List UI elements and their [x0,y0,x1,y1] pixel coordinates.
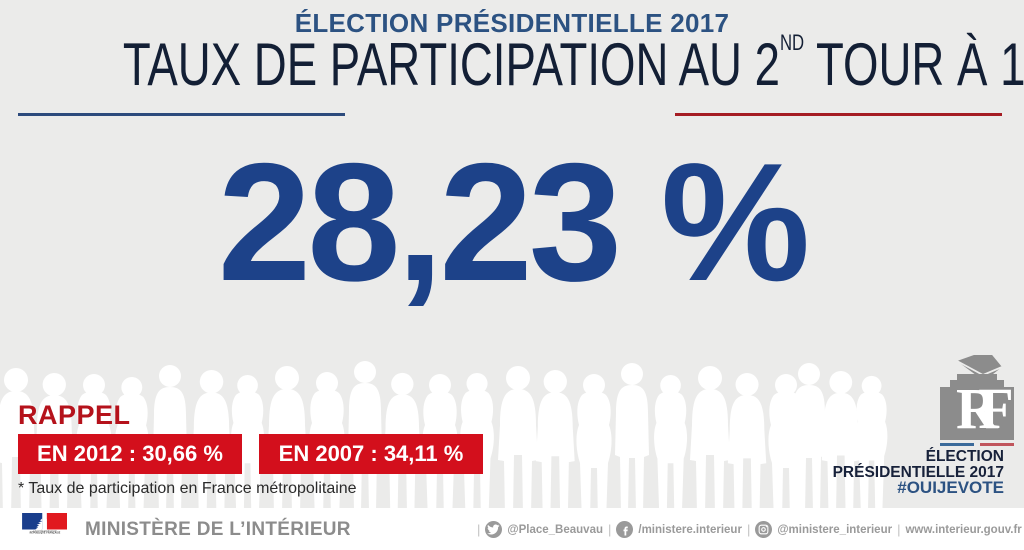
svg-text:F: F [978,376,1013,441]
svg-text:RÉPUBLIQUE FRANÇAISE: RÉPUBLIQUE FRANÇAISE [30,531,61,534]
